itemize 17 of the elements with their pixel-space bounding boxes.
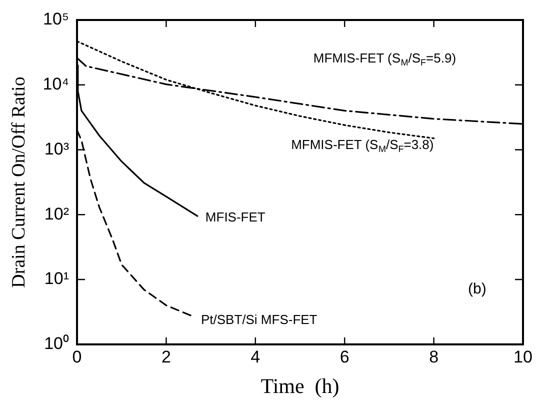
x-tick-label: 8 [429, 347, 439, 366]
y-tick-label: 10¹ [44, 269, 70, 288]
y-tick-label: 10⁰ [44, 334, 70, 354]
x-tick-label: 0 [72, 347, 82, 366]
y-axis-title: Drain Current On/Off Ratio [8, 76, 30, 288]
series-label: MFIS-FET [205, 210, 266, 225]
series-label: Pt/SBT/Si MFS-FET [200, 312, 318, 327]
y-tick-label: 10⁵ [43, 10, 70, 29]
x-tick-label: 4 [250, 347, 260, 366]
y-tick-label: 10³ [44, 139, 70, 158]
x-tick-label: 2 [161, 347, 171, 366]
x-tick-label: 6 [340, 347, 350, 366]
x-tick-label: 10 [514, 347, 532, 366]
annotation: (b) [468, 280, 486, 298]
x-axis-title: Time (h) [260, 374, 340, 398]
y-tick-label: 10⁴ [42, 74, 70, 94]
y-tick-label: 10² [44, 204, 70, 224]
